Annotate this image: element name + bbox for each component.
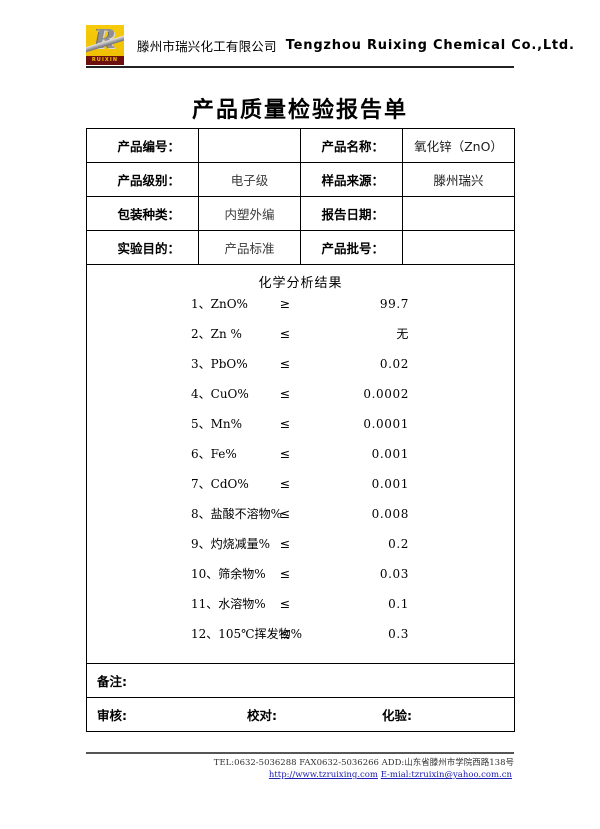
chemistry-item-operator: ≤ [279, 416, 291, 431]
chemistry-item-name: 5、Mn% [191, 417, 243, 431]
value-test-purpose[interactable]: 产品标准 [198, 230, 301, 265]
chemistry-item-name: 12、105℃挥发物% [191, 627, 303, 641]
chemistry-item-name: 10、筛余物% [191, 567, 266, 581]
page-header: R RUIXIN 滕州市瑞兴化工有限公司 Tengzhou Ruixing Ch… [86, 22, 574, 68]
chemistry-item-value: 无 [396, 327, 409, 341]
chemistry-item: 4、CuO% ≤0.0002 [87, 385, 514, 415]
company-logo: R RUIXIN [86, 25, 124, 65]
chemistry-item-value: 0.1 [388, 597, 409, 611]
chemistry-item-name: 11、水溶物% [191, 597, 266, 611]
table-row: 产品级别： 电子级 样品来源： 滕州瑞兴 [86, 162, 515, 197]
chemistry-item-name: 3、PbO% [191, 357, 248, 371]
chemistry-item: 7、CdO% ≤0.001 [87, 475, 514, 505]
chemistry-item-name: 7、CdO% [191, 477, 249, 491]
footer-contact-line: TEL:0632-5036288 FAX0632-5036266 ADD:山东省… [213, 758, 514, 768]
value-sample-source[interactable]: 滕州瑞兴 [402, 162, 515, 197]
header-divider [86, 66, 514, 68]
chemistry-item-operator: ≤ [279, 446, 291, 461]
signature-check[interactable]: 校对: [247, 705, 382, 724]
chemistry-item-operator: ≤ [279, 626, 291, 641]
footer-website-link[interactable]: http://www.tzruixing.com [268, 770, 378, 780]
chemistry-item-value: 0.03 [379, 567, 409, 581]
footer-divider [86, 752, 514, 754]
value-report-date[interactable] [402, 196, 515, 231]
chemistry-item-name: 4、CuO% [191, 387, 249, 401]
chemistry-row: 化学分析结果 1、ZnO% ≥99.7 2、Zn % ≤ 无 3、PbO% ≤0.02 4、C… [86, 264, 515, 664]
chemistry-item-value: 0.008 [371, 507, 409, 521]
chemistry-item-operator: ≤ [279, 476, 291, 491]
signature-check-label: 校对: [247, 708, 277, 723]
chemistry-item: 6、Fe% ≤0.001 [87, 445, 514, 475]
chemistry-item: 8、盐酸不溶物% ≤0.008 [87, 505, 514, 535]
label-product-code: 产品编号： [86, 128, 199, 163]
company-name-en: Tengzhou Ruixing Chemical Co.,Ltd. [285, 37, 575, 53]
chemistry-item-name: 1、ZnO% [191, 297, 248, 311]
chemistry-item-operator: ≤ [279, 596, 291, 611]
signature-assay-label: 化验: [382, 708, 412, 723]
chemistry-item-name: 9、灼烧减量% [191, 537, 271, 551]
chemistry-item-value: 99.7 [379, 297, 409, 311]
page-footer: TEL:0632-5036288 FAX0632-5036266 ADD:山东省… [86, 757, 514, 781]
chemistry-item-value: 0.02 [379, 357, 409, 371]
chemistry-item-operator: ≤ [279, 356, 291, 371]
chemistry-item-operator: ≥ [279, 296, 291, 311]
chemistry-item: 11、水溶物% ≤0.1 [87, 595, 514, 625]
chemistry-item-value: 0.3 [388, 627, 409, 641]
chemistry-item-value: 0.0002 [363, 387, 409, 401]
company-name-cn: 滕州市瑞兴化工有限公司 [137, 38, 277, 54]
chemistry-item: 12、105℃挥发物% ≤0.3 [87, 625, 514, 655]
chemistry-item-operator: ≤ [279, 326, 291, 341]
chemistry-item-operator: ≤ [279, 506, 291, 521]
label-package-type: 包装种类： [86, 196, 199, 231]
label-test-purpose: 实验目的： [86, 230, 199, 265]
label-product-name: 产品名称： [300, 128, 403, 163]
signature-review[interactable]: 审核: [87, 705, 247, 724]
signature-assay[interactable]: 化验: [382, 705, 512, 724]
remark-row: 备注: [86, 663, 515, 698]
value-product-name[interactable]: 氧化锌（ZnO） [402, 128, 515, 163]
chemistry-item-operator: ≤ [279, 566, 291, 581]
chemistry-item-operator: ≤ [279, 386, 291, 401]
chemistry-item: 10、筛余物% ≤0.03 [87, 565, 514, 595]
chemistry-item-value: 0.2 [388, 537, 409, 551]
chemistry-item-value: 0.001 [371, 477, 409, 491]
page-title: 产品质量检验报告单 [191, 98, 408, 123]
footer-web-line: http://www.tzruixing.com E-mial:tzruixin… [86, 769, 514, 781]
value-product-grade[interactable]: 电子级 [198, 162, 301, 197]
label-product-grade: 产品级别： [86, 162, 199, 197]
chemistry-item: 2、Zn % ≤ 无 [87, 325, 514, 355]
chemistry-item-operator: ≤ [279, 536, 291, 551]
chemistry-item-name: 6、Fe% [191, 447, 237, 461]
signature-row: 审核: 校对: 化验: [86, 697, 515, 732]
remark-cell[interactable]: 备注: [86, 663, 515, 698]
chemistry-item-name: 2、Zn % [191, 327, 242, 341]
chemistry-item: 9、灼烧减量% ≤0.2 [87, 535, 514, 565]
chemistry-item: 1、ZnO% ≥99.7 [87, 295, 514, 325]
value-batch-number[interactable] [402, 230, 515, 265]
label-batch-number: 产品批号： [300, 230, 403, 265]
chemistry-item: 5、Mn% ≤0.0001 [87, 415, 514, 445]
report-table: 产品编号： 产品名称： 氧化锌（ZnO） 产品级别： 电子级 样品来源： 滕州瑞… [86, 128, 515, 732]
value-package-type[interactable]: 内塑外编 [198, 196, 301, 231]
chemistry-item-value: 0.0001 [363, 417, 409, 431]
label-sample-source: 样品来源： [300, 162, 403, 197]
chemistry-list: 1、ZnO% ≥99.7 2、Zn % ≤ 无 3、PbO% ≤0.02 4、CuO% ≤0.0… [87, 295, 514, 663]
chemistry-item-name: 8、盐酸不溶物% [191, 507, 283, 521]
chemistry-section: 化学分析结果 1、ZnO% ≥99.7 2、Zn % ≤ 无 3、PbO% ≤0.02 4、C… [86, 264, 515, 664]
chemistry-item: 3、PbO% ≤0.02 [87, 355, 514, 385]
table-row: 实验目的： 产品标准 产品批号： [86, 230, 515, 265]
remark-label: 备注: [97, 674, 127, 689]
table-row: 包装种类： 内塑外编 报告日期： [86, 196, 515, 231]
chemistry-item-value: 0.001 [371, 447, 409, 461]
chemistry-heading: 化学分析结果 [258, 276, 343, 291]
logo-wordmark: RUIXIN [86, 56, 124, 65]
footer-email-link[interactable]: E-mial:tzruixin@yahoo.com.cn [380, 770, 512, 780]
table-row: 产品编号： 产品名称： 氧化锌（ZnO） [86, 128, 515, 163]
signature-review-label: 审核: [97, 708, 127, 723]
label-report-date: 报告日期： [300, 196, 403, 231]
value-product-code[interactable] [198, 128, 301, 163]
signature-cell: 审核: 校对: 化验: [86, 697, 515, 732]
